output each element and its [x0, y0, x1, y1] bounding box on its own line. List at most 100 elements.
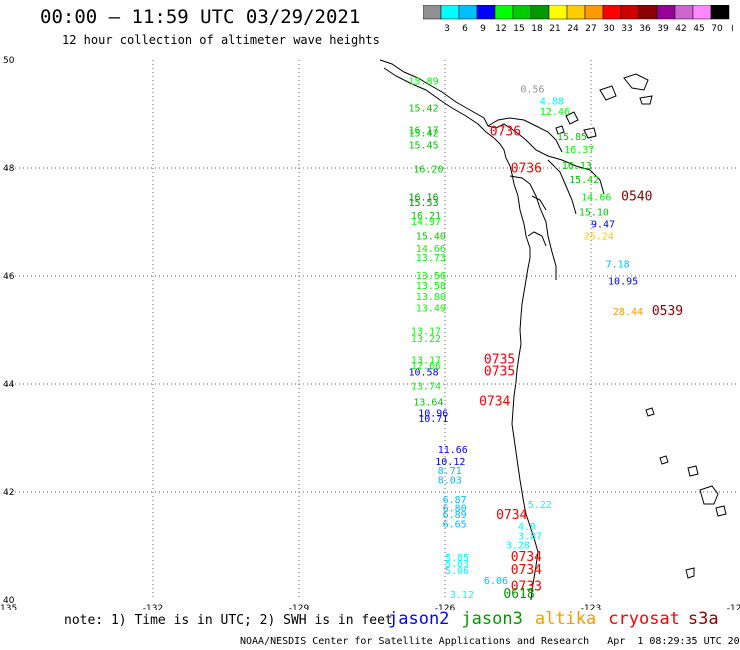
- wave-height-label: 10.96: [418, 408, 448, 419]
- wave-height-label: 15.10: [579, 208, 609, 219]
- pass-time-label: 0734: [496, 508, 527, 523]
- lon-tick-label: -126: [435, 604, 456, 610]
- legend-item-altika: altika: [534, 609, 597, 629]
- colorbar-tick-label: 6: [462, 24, 468, 34]
- colorbar-tick-label: 70: [711, 24, 723, 34]
- colorbar-tick-label: 24: [567, 24, 579, 34]
- pass-time-label: 0735: [484, 352, 515, 367]
- pass-time-label: 0734: [479, 395, 510, 410]
- colorbar-tick-label: 18: [531, 24, 543, 34]
- axis-tick-labels: -135 -132 -129 -126 -123 -120 50 48 46 44 42 40: [0, 56, 740, 610]
- colorbar-unit-label: (ft): [731, 24, 733, 34]
- colorbar-tick-label: 45: [693, 24, 704, 34]
- pass-time-label: 0736: [511, 161, 542, 176]
- wave-height-label: 13.74: [411, 381, 441, 392]
- colorbar-tick-label: 9: [480, 24, 486, 34]
- lat-tick-label: 48: [3, 164, 15, 174]
- wave-height-label: 15.89: [409, 76, 439, 87]
- pass-time-label: 0539: [652, 304, 683, 319]
- wave-height-label: 13.17: [411, 355, 441, 366]
- colorbar-tick-label: 12: [495, 24, 506, 34]
- colorbar-tick-label: 42: [675, 24, 686, 34]
- colorbar-tick-label: 33: [621, 24, 632, 34]
- page-title: 00:00 – 11:59 UTC 03/29/2021: [40, 6, 361, 28]
- wave-height-label: 16.21: [411, 211, 441, 222]
- wave-height-label: 15.42: [409, 103, 439, 114]
- wave-height-label: 6.06: [484, 576, 508, 587]
- wave-height-label: 15.42: [409, 129, 439, 140]
- wave-height-label: 13.17: [411, 326, 441, 337]
- wave-height-label: 12.66: [411, 361, 441, 372]
- lon-tick-label: -132: [143, 604, 163, 610]
- wave-height-label: 10.95: [608, 277, 638, 288]
- colorbar-swatch: [710, 5, 730, 20]
- page-subtitle: 12 hour collection of altimeter wave hei…: [62, 33, 380, 47]
- wave-height-label: 6.65: [443, 520, 467, 531]
- wave-height-label: 9.47: [591, 219, 615, 230]
- pass-time-label: 0618: [503, 587, 534, 602]
- wave-height-label: 11.66: [438, 445, 468, 456]
- islands: [555, 73, 727, 579]
- colorbar-tick-label: 30: [603, 24, 615, 34]
- colorbar-tick-label: 21: [549, 24, 560, 34]
- colorbar-tick-label: 3: [444, 24, 450, 34]
- wave-height-label: 8.03: [438, 475, 462, 486]
- wave-height-label: 15.42: [569, 175, 599, 186]
- legend-item-jason3: jason3: [461, 609, 523, 629]
- units-note: note: 1) Time is in UTC; 2) SWH is in fe…: [64, 613, 393, 628]
- wave-height-label: 13.64: [413, 398, 443, 409]
- lat-tick-label: 46: [3, 272, 15, 282]
- wave-height-map: -135 -132 -129 -126 -123 -120 50 48 46 44 42 40 15.…: [0, 56, 740, 610]
- wave-height-label: 15.53: [409, 198, 439, 209]
- lon-tick-label: -135: [0, 604, 17, 610]
- wave-height-label: 5.22: [528, 500, 552, 511]
- wave-height-label: 25.24: [584, 231, 614, 242]
- wave-height-label: 3.12: [450, 590, 474, 601]
- observation-labels: 15.890.564.8812.4615.4215.4216.1715.4507…: [409, 76, 684, 602]
- lon-tick-label: -120: [727, 604, 740, 610]
- wave-height-label: 16.13: [562, 161, 592, 172]
- coastline: [379, 59, 605, 601]
- legend-item-cryosat: cryosat: [608, 609, 680, 629]
- wave-height-label: 16.20: [413, 164, 443, 175]
- lon-tick-label: -129: [289, 604, 310, 610]
- pass-time-label: 0735: [484, 364, 515, 379]
- wave-height-label: 6.89: [443, 510, 467, 521]
- wave-height-label: 6.87: [443, 495, 467, 506]
- lon-tick-label: -123: [581, 604, 601, 610]
- wave-height-label: 13.22: [411, 334, 441, 345]
- wave-height-label: 5.06: [445, 566, 469, 577]
- satellite-legend: jason2 jason3 altika cryosat s3a: [388, 609, 719, 629]
- pass-time-label: 0734: [511, 563, 542, 578]
- wave-height-label: 7.18: [606, 259, 630, 270]
- wave-height-label: 16.37: [564, 145, 594, 156]
- wave-height-label: 3.87: [518, 532, 542, 543]
- wave-height-label: 10.58: [409, 367, 439, 378]
- colorbar-tick-label: 39: [657, 24, 669, 34]
- wave-height-label: 10.71: [418, 414, 448, 425]
- wave-height-label: 28.44: [613, 307, 643, 318]
- wave-height-label: 15.85: [557, 132, 587, 143]
- wave-height-label: 15.45: [409, 141, 439, 152]
- legend-item-s3a: s3a: [687, 609, 719, 629]
- pass-time-label: 0736: [490, 125, 521, 140]
- pass-time-label: 0734: [511, 550, 542, 565]
- wave-height-label: 13.56: [416, 271, 446, 282]
- wave-height-label: 14.66: [416, 244, 446, 255]
- wave-height-label: 6.80: [443, 503, 467, 514]
- wave-height-label: 10.12: [435, 457, 465, 468]
- pass-time-label: 0733: [511, 579, 542, 594]
- wave-height-label: 3.28: [506, 541, 530, 552]
- wave-height-label: 15.40: [416, 231, 446, 242]
- colorbar-tick-label: 15: [513, 24, 524, 34]
- lat-tick-label: 42: [3, 488, 14, 498]
- colorbar-tick-label: 27: [585, 24, 596, 34]
- wave-height-label: 13.80: [416, 292, 446, 303]
- wave-height-label: 8.71: [438, 466, 462, 477]
- lat-tick-label: 44: [3, 380, 15, 390]
- lat-lon-grid: [7, 60, 737, 600]
- wave-height-label: 16.16: [409, 192, 439, 203]
- wave-height-label: 0.56: [520, 84, 544, 95]
- wave-height-label: 14.66: [581, 192, 611, 203]
